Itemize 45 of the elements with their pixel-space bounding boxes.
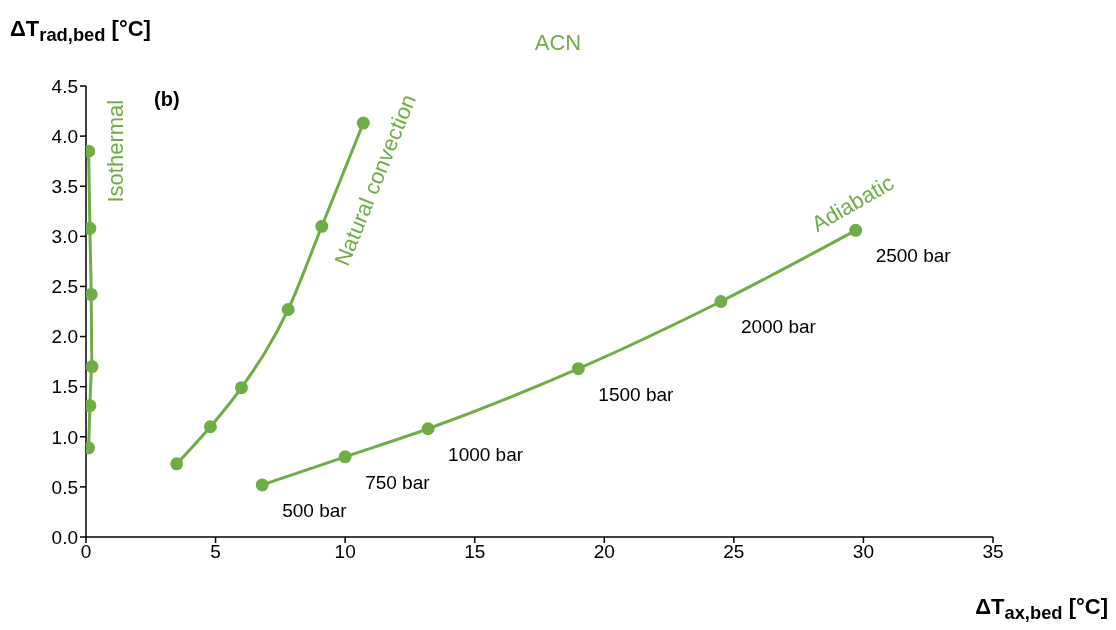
- point: [281, 303, 295, 316]
- x-tick-label: 15: [464, 541, 486, 563]
- x-tick-label: 25: [723, 541, 745, 563]
- annotation: 500 bar: [282, 499, 348, 521]
- point: [421, 422, 435, 436]
- y-tick-label: 1.0: [51, 426, 78, 448]
- x-tick-label: 0: [80, 541, 92, 563]
- point: [714, 294, 728, 308]
- point: [86, 287, 98, 301]
- y-tick-label: 1.5: [51, 376, 78, 398]
- annotation: 2500 bar: [875, 245, 952, 267]
- annotation: (b): [154, 88, 180, 111]
- point: [315, 219, 329, 233]
- x-tick-label: 35: [982, 541, 1004, 563]
- y-tick-label: 4.0: [51, 125, 78, 147]
- annotation: 1000 bar: [448, 443, 524, 465]
- annotation: 1500 bar: [598, 383, 675, 405]
- point: [234, 381, 248, 395]
- x-tick-label: 20: [593, 541, 615, 563]
- point: [203, 420, 217, 434]
- point: [255, 478, 269, 492]
- point: [86, 221, 97, 235]
- point: [86, 399, 97, 413]
- y-tick-label: 4.5: [51, 75, 78, 97]
- y-axis-title: ΔT$_{rad,bed}$ [°C]: [10, 16, 151, 47]
- y-tick-label: 2.0: [51, 326, 78, 348]
- point: [86, 360, 99, 374]
- y-tick-label: 3.5: [51, 175, 78, 197]
- annotation: 750 bar: [365, 471, 431, 493]
- chart-title: ACN: [534, 30, 582, 55]
- y-tick-label: 3.0: [51, 226, 78, 248]
- x-tick-label: 10: [334, 541, 356, 563]
- point: [86, 144, 96, 158]
- annotation: 2000 bar: [740, 316, 817, 338]
- y-tick-label: 0.5: [51, 476, 78, 498]
- y-tick-label: 2.5: [51, 276, 78, 298]
- point: [86, 441, 96, 455]
- point: [571, 362, 585, 376]
- x-tick-label: 5: [210, 541, 221, 563]
- x-axis-title: ΔT$_{ax,bed}$ [°C]: [975, 593, 1108, 624]
- x-tick-label: 30: [852, 541, 874, 563]
- y-tick-label: 0.0: [51, 526, 78, 548]
- point: [338, 450, 352, 464]
- point: [170, 457, 184, 471]
- text: Isothermal: [103, 99, 129, 203]
